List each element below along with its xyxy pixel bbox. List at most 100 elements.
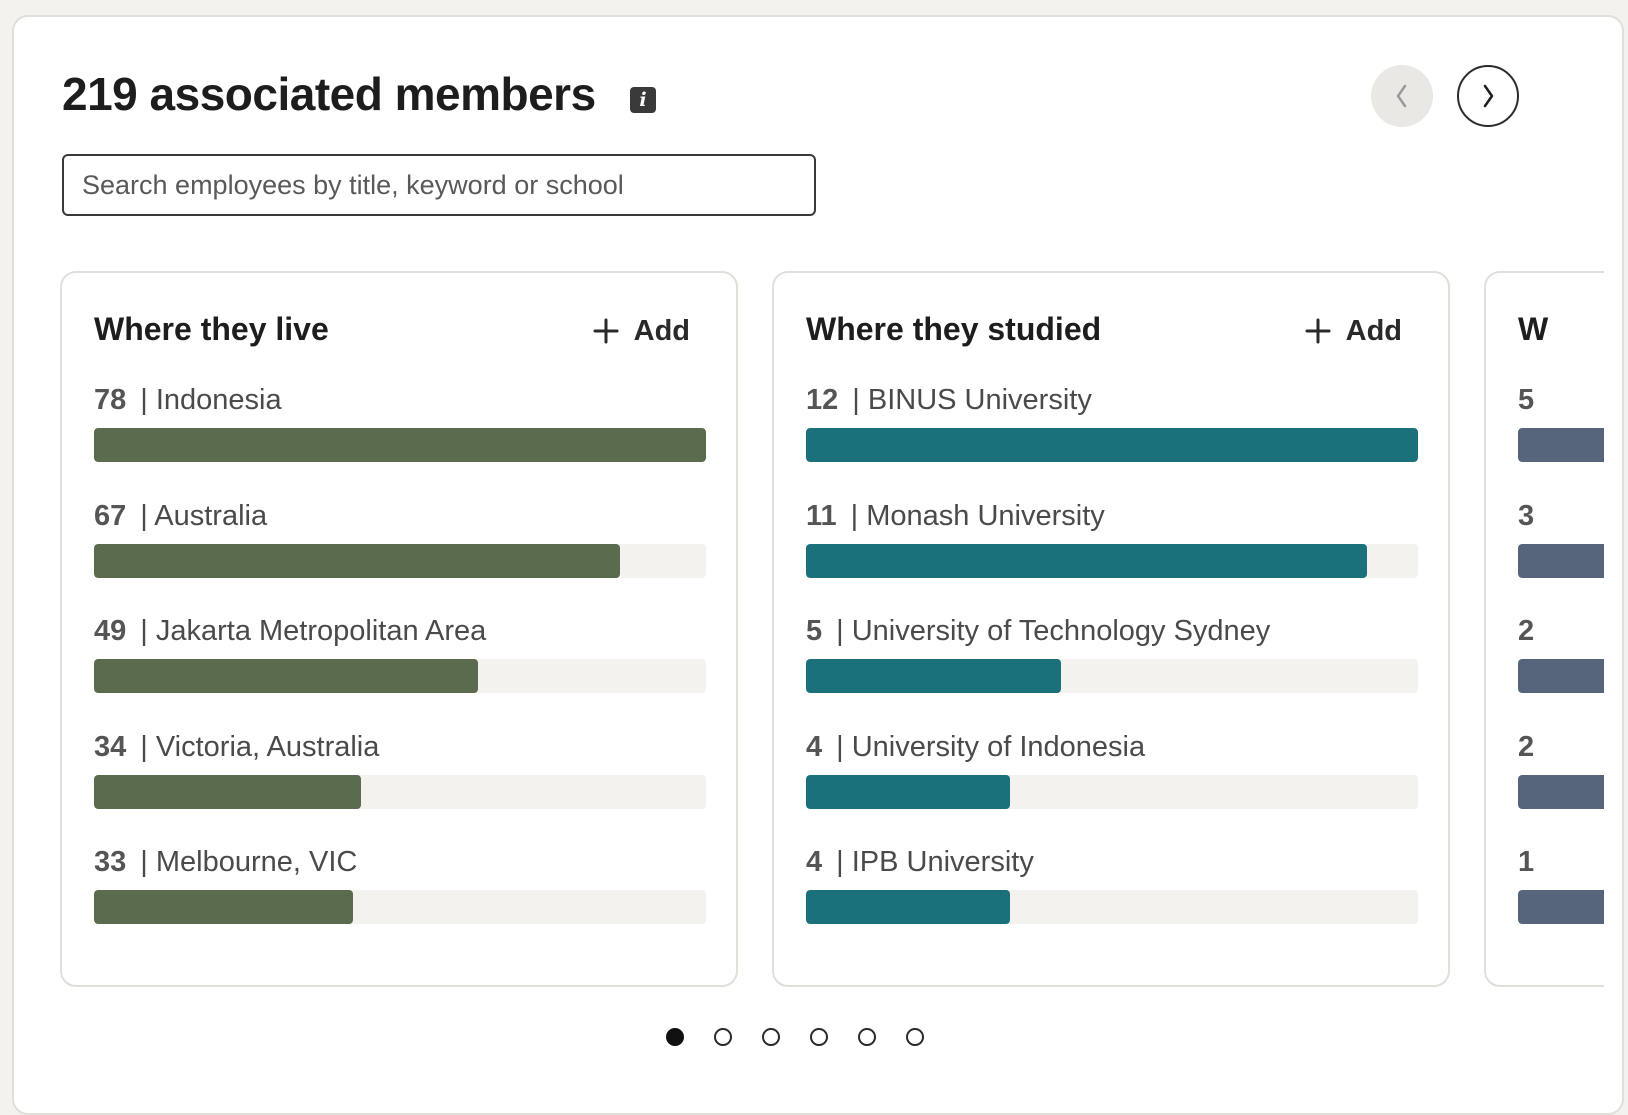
- stat-name: | Australia: [140, 499, 268, 532]
- stat-bar-fill: [806, 543, 1368, 578]
- stat-row[interactable]: 49 | Jakarta Metropolitan Area: [94, 615, 706, 705]
- plus-icon: [1305, 318, 1331, 344]
- stat-name: | IPB University: [836, 846, 1034, 878]
- carousel-prev-button[interactable]: [1371, 65, 1433, 127]
- pagination-dot[interactable]: [762, 1028, 780, 1046]
- stat-row[interactable]: 33 | Melbourne, VIC: [94, 846, 706, 936]
- chevron-right-icon: [1483, 84, 1494, 108]
- stat-bar-fill: [806, 890, 1010, 924]
- add-label: Add: [1345, 314, 1402, 347]
- add-label: Add: [633, 314, 690, 347]
- insight-card: W 5 3 2 2 1: [1484, 271, 1604, 987]
- card-title: Where they studied: [806, 311, 1102, 347]
- stat-bar-fill: [806, 774, 1010, 809]
- page-title: 219 associated members: [62, 68, 596, 120]
- stat-bar-fill: [94, 543, 620, 578]
- stat-row[interactable]: 5: [1518, 384, 1604, 474]
- stat-bar-fill: [94, 890, 353, 924]
- stat-count: 5: [806, 615, 823, 647]
- stat-bar-track: [94, 659, 706, 693]
- card-title: Where they live: [94, 311, 329, 347]
- stat-row[interactable]: 78 | Indonesia: [94, 384, 706, 474]
- stat-row[interactable]: 2: [1518, 731, 1604, 821]
- stat-count: 49: [94, 615, 127, 647]
- stat-count: 5: [1518, 384, 1535, 416]
- stat-row[interactable]: 4 | IPB University: [806, 846, 1418, 936]
- associated-members-panel: 219 associated members i Where they live…: [12, 15, 1624, 1115]
- stat-label: 11 | Monash University: [806, 500, 1105, 533]
- insight-card: Where they studied Add 12 | BINUS Universit…: [772, 271, 1450, 987]
- pagination-dot[interactable]: [810, 1028, 828, 1046]
- stat-bar-track: [94, 428, 706, 462]
- stat-count: 2: [1518, 730, 1535, 763]
- stat-row[interactable]: 2: [1518, 615, 1604, 705]
- pagination-dot[interactable]: [666, 1028, 684, 1046]
- stat-bar-track: [1518, 659, 1604, 693]
- carousel-pagination: [666, 1028, 924, 1046]
- stat-bar-fill: [1518, 543, 1604, 578]
- stat-label: 33 | Melbourne, VIC: [94, 846, 357, 879]
- stat-label: 5: [1518, 384, 1548, 417]
- stat-row[interactable]: 34 | Victoria, Australia: [94, 731, 706, 821]
- search-input[interactable]: [62, 154, 816, 216]
- info-icon[interactable]: i: [630, 87, 656, 113]
- stat-count: 78: [94, 384, 127, 416]
- stat-row[interactable]: 1: [1518, 846, 1604, 936]
- stat-name: | University of Indonesia: [836, 730, 1146, 763]
- pagination-dot[interactable]: [714, 1028, 732, 1046]
- stat-bar-fill: [1518, 659, 1604, 693]
- insights-carousel: Where they live Add 78 | Indonesia 67 | Austr…: [60, 271, 1604, 1011]
- insight-card: Where they live Add 78 | Indonesia 67 | Austr…: [60, 271, 738, 987]
- stat-row[interactable]: 12 | BINUS University: [806, 384, 1418, 474]
- stat-name: | Jakarta Metropolitan Area: [140, 615, 487, 647]
- stat-row[interactable]: 4 | University of Indonesia: [806, 731, 1418, 821]
- stat-bar-track: [806, 890, 1418, 924]
- add-filter-button[interactable]: Add: [1304, 309, 1402, 353]
- pagination-dot[interactable]: [906, 1028, 924, 1046]
- pagination-dot[interactable]: [858, 1028, 876, 1046]
- stat-count: 1: [1518, 846, 1535, 878]
- card-title: W: [1518, 311, 1549, 347]
- stat-row[interactable]: 3: [1518, 500, 1604, 590]
- stat-row[interactable]: 11 | Monash University: [806, 500, 1418, 590]
- stat-count: 2: [1518, 615, 1535, 647]
- stat-bar-track: [806, 774, 1418, 809]
- stat-row[interactable]: 67 | Australia: [94, 500, 706, 590]
- stat-label: 2: [1518, 731, 1548, 764]
- stat-bar-fill: [94, 774, 361, 809]
- stat-bar-fill: [806, 428, 1418, 462]
- stat-bar-fill: [94, 428, 706, 462]
- stat-bar-track: [806, 428, 1418, 462]
- add-filter-button[interactable]: Add: [592, 309, 690, 353]
- stat-label: 67 | Australia: [94, 500, 267, 533]
- stat-bar-track: [1518, 774, 1604, 809]
- stat-bar-fill: [1518, 428, 1604, 462]
- stat-bar-fill: [806, 659, 1062, 693]
- stat-bar-fill: [1518, 890, 1604, 924]
- stat-label: 3: [1518, 500, 1548, 533]
- stat-bar-track: [1518, 428, 1604, 462]
- stat-bar-fill: [1518, 774, 1604, 809]
- stat-count: 4: [806, 730, 823, 763]
- stat-label: 49 | Jakarta Metropolitan Area: [94, 615, 486, 648]
- stat-count: 33: [94, 846, 127, 878]
- stat-name: | Monash University: [850, 499, 1105, 532]
- stat-label: 34 | Victoria, Australia: [94, 731, 379, 764]
- stat-label: 2: [1518, 615, 1548, 648]
- stat-label: 5 | University of Technology Sydney: [806, 615, 1270, 648]
- stat-count: 67: [94, 499, 127, 532]
- stat-name: | Victoria, Australia: [140, 730, 380, 763]
- stat-count: 12: [806, 384, 839, 416]
- stat-label: 4 | IPB University: [806, 846, 1034, 879]
- stat-name: | Indonesia: [140, 384, 282, 416]
- stat-count: 34: [94, 730, 127, 763]
- stat-name: | Melbourne, VIC: [140, 846, 358, 878]
- carousel-next-button[interactable]: [1457, 65, 1519, 127]
- stat-bar-track: [1518, 543, 1604, 578]
- chevron-left-icon: [1396, 84, 1407, 108]
- stat-label: 1: [1518, 846, 1548, 879]
- stat-row[interactable]: 5 | University of Technology Sydney: [806, 615, 1418, 705]
- stat-count: 3: [1518, 499, 1535, 532]
- stat-name: | BINUS University: [852, 384, 1092, 416]
- stat-bar-track: [806, 659, 1418, 693]
